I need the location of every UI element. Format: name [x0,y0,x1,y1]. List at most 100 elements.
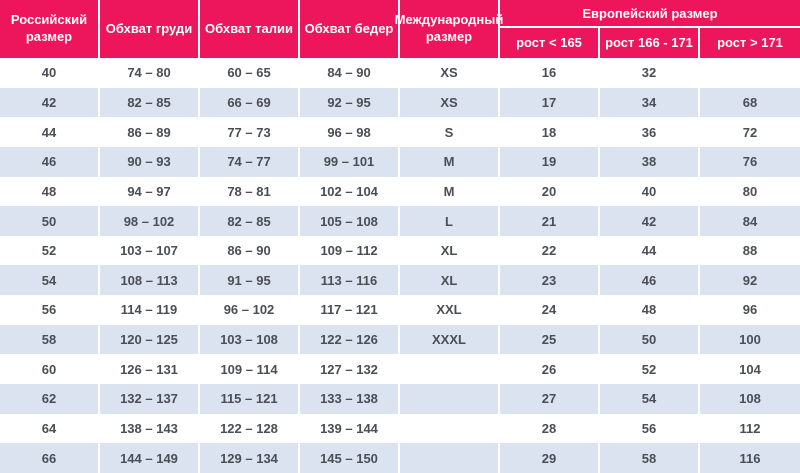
table-cell: 120 – 125 [100,324,200,355]
table-cell: 112 [739,421,761,436]
table-cell: 96 – 98 [300,117,400,147]
table-cell: 117 – 121 [300,295,400,325]
table-cell: XL [400,265,500,296]
table-row: 44 86 – 89 77 – 73 96 – 98 S 18 36 72 [0,117,800,147]
table-cell: 23 [500,265,600,296]
table-cell: XS [400,58,500,88]
table-cell: 26 [500,354,600,385]
table-row: 58 120 – 125 103 – 108 122 – 126 XXXL 25 50 100 [0,324,800,355]
table-cell: 80 [742,183,758,199]
table-cell: 27 [500,384,600,414]
table-cell: 122 – 126 [300,324,400,355]
table-cell: 86 – 90 [200,235,300,266]
header-height-166-171: рост 166 - 171 [600,28,700,58]
table-cell: 19 [500,146,600,177]
table-cell [400,384,500,414]
table-cell: 145 – 150 [300,443,400,473]
table-cell: 84 – 90 [300,58,400,88]
table-row: 66 144 – 149 129 – 134 145 – 150 29 58 116 [0,443,800,473]
header-height-subrow: рост < 165 рост 166 - 171 рост > 171 [500,28,800,58]
table-cell: 28 [500,413,600,444]
table-cell: 44 [600,235,700,266]
table-cell: 132 – 137 [100,384,200,414]
table-row: 60 126 – 131 109 – 114 127 – 132 26 52 104 [0,354,800,385]
table-cell: 58 [600,443,700,473]
table-row: 40 74 – 80 60 – 65 84 – 90 XS 16 32 [0,58,800,88]
table-cell: 52 [600,354,700,385]
table-cell: 17 [500,87,600,118]
table-cell: 48 [0,176,100,207]
table-cell: 139 – 144 [300,413,400,444]
table-cell: 144 – 149 [100,443,200,473]
table-cell: 103 – 108 [200,324,300,355]
table-cell: 105 – 108 [300,206,400,236]
table-cell: 92 [742,272,758,288]
table-cell: 114 – 119 [100,295,200,325]
table-cell: 108 – 113 [100,265,200,296]
table-cell: 56 [0,295,100,325]
table-cell [400,443,500,473]
table-cell: 16 [500,58,600,88]
table-cell: 60 [0,354,100,385]
table-cell: 82 – 85 [200,206,300,236]
table-header: Российский размер Обхват груди Обхват та… [0,0,800,58]
table-cell: 74 – 77 [200,146,300,177]
table-cell: M [400,146,500,177]
table-cell: 44 [0,117,100,147]
table-cell: 108 [739,391,761,407]
table-cell: 74 – 80 [100,58,200,88]
table-cell: 78 – 81 [200,176,300,207]
table-cell: XS [400,87,500,118]
table-cell: 24 [500,295,600,325]
table-row: 56 114 – 119 96 – 102 117 – 121 XXL 24 48 96 [0,295,800,325]
table-cell: 127 – 132 [300,354,400,385]
table-cell: S [400,117,500,147]
table-row: 62 132 – 137 115 – 121 133 – 138 27 54 108 [0,384,800,414]
table-cell: 40 [600,176,700,207]
table-row: 46 90 – 93 74 – 77 99 – 101 M 19 38 76 [0,146,800,177]
header-european-size-group: Европейский размер рост < 165 рост 166 -… [500,0,800,58]
table-cell: 68 [742,94,758,110]
table-cell: 20 [500,176,600,207]
table-cell: 104 [739,361,761,377]
table-cell: 96 – 102 [200,295,300,325]
table-cell: 84 [742,213,758,229]
table-cell: 58 [0,324,100,355]
table-row: 64 138 – 143 122 – 128 139 – 144 28 56 112 [0,413,800,444]
table-cell: 50 [0,206,100,236]
table-cell: 54 [0,265,100,296]
table-cell: 36 [600,117,700,147]
table-cell: 92 – 95 [300,87,400,118]
table-cell: XL [400,235,500,266]
table-cell [400,413,500,444]
table-body: 40 74 – 80 60 – 65 84 – 90 XS 16 32 42 82 – 85 66… [0,58,800,473]
table-cell: 115 – 121 [200,384,300,414]
table-cell: XXL [400,295,500,325]
header-height-lt-165: рост < 165 [500,28,600,58]
table-cell: 64 [0,413,100,444]
table-cell [400,354,500,385]
table-cell: 122 – 128 [200,413,300,444]
table-cell: 42 [0,87,100,118]
table-cell: 100 [739,332,761,348]
table-cell: 133 – 138 [300,384,400,414]
table-cell: 54 [600,384,700,414]
table-cell: 116 [739,450,761,466]
table-cell: 109 – 112 [300,235,400,266]
table-cell: 88 [742,243,758,259]
header-russian-size: Российский размер [0,0,100,58]
table-cell: 90 – 93 [100,146,200,177]
table-cell: 62 [0,384,100,414]
table-cell: 18 [500,117,600,147]
table-cell: 22 [500,235,600,266]
table-cell: 66 – 69 [200,87,300,118]
table-row: 48 94 – 97 78 – 81 102 – 104 M 20 40 80 [0,176,800,207]
table-cell: 102 – 104 [300,176,400,207]
table-row: 42 82 – 85 66 – 69 92 – 95 XS 17 34 68 [0,87,800,118]
table-cell [700,58,800,88]
table-cell: 52 [0,235,100,266]
table-cell: 113 – 116 [300,265,400,296]
table-cell: XXXL [400,324,500,355]
table-cell: 82 – 85 [100,87,200,118]
table-cell: M [400,176,500,207]
